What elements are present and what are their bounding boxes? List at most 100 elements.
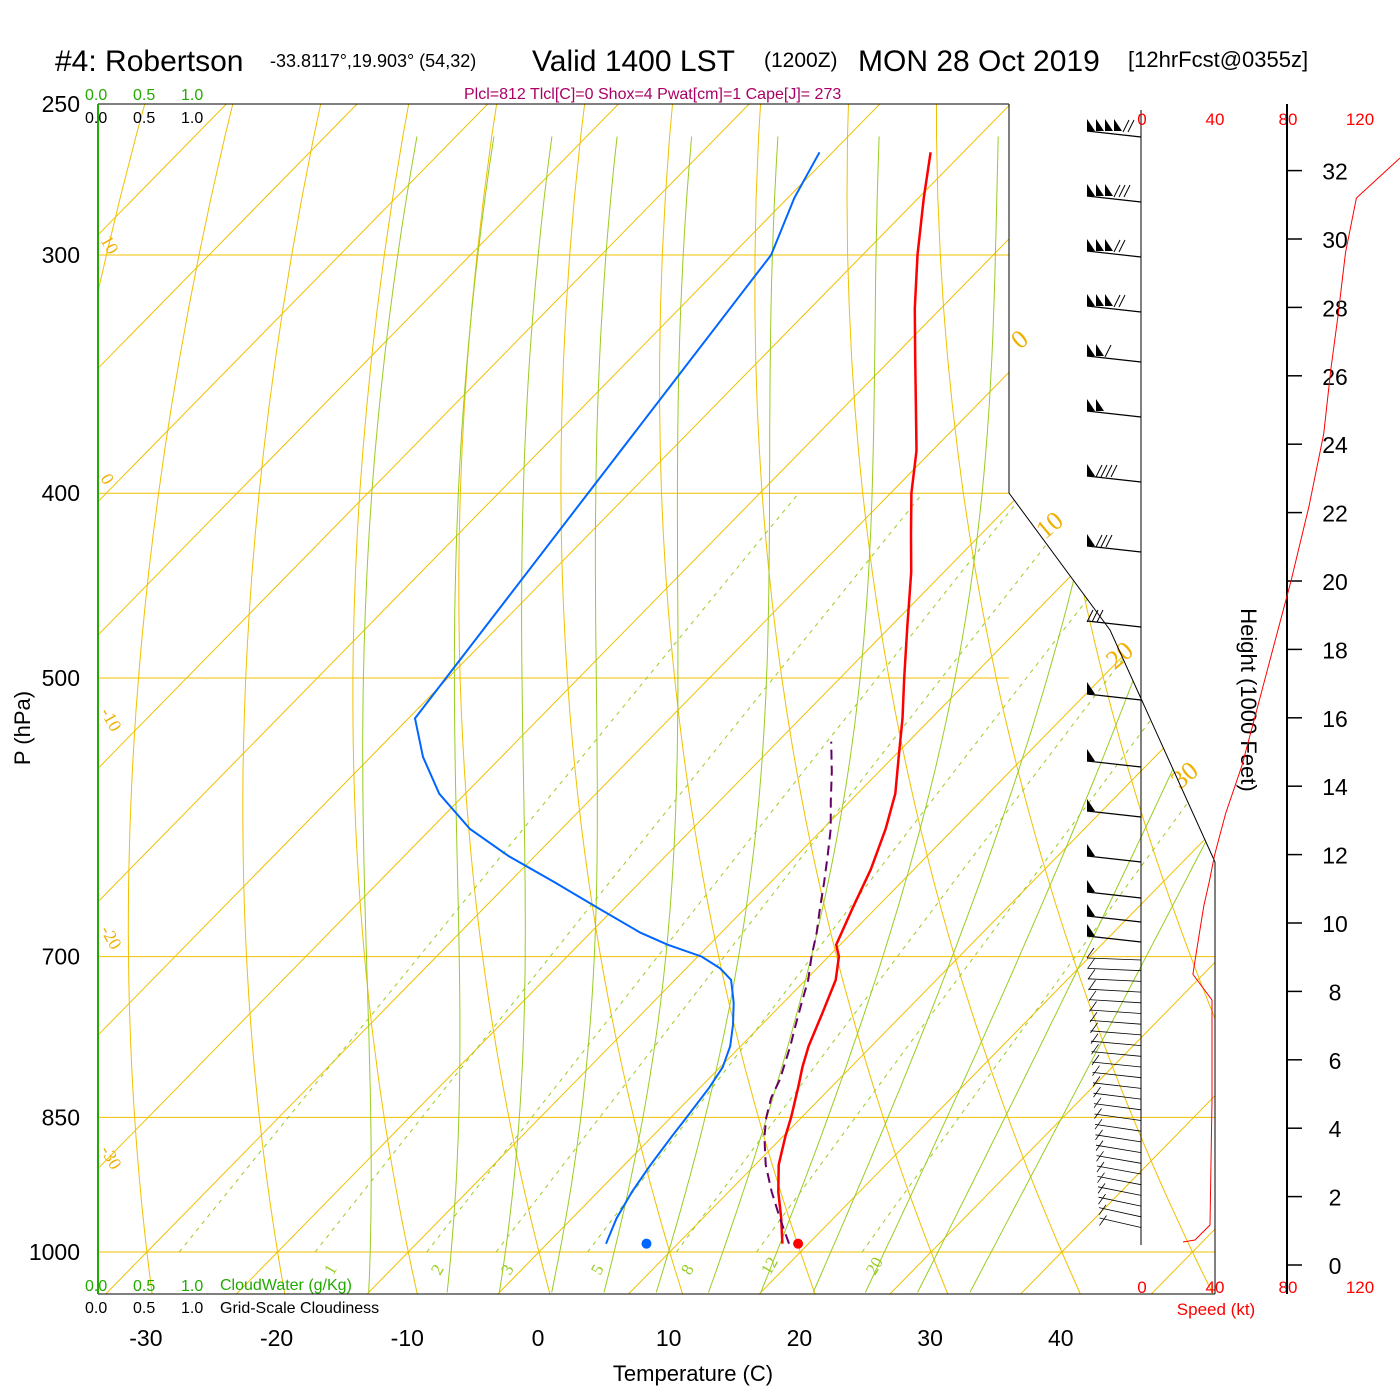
wind-feather-2-0	[1113, 239, 1121, 253]
wind-barb-low-23	[1098, 1196, 1142, 1207]
valid-date: MON 28 Oct 2019	[858, 45, 1100, 78]
wind-flag-0-2	[1105, 119, 1113, 131]
wind-barbs	[1086, 110, 1142, 1245]
isotherm-label-0: 10	[97, 232, 123, 258]
wind-barb-9	[1086, 693, 1142, 701]
wind-flag-2-1	[1096, 239, 1104, 251]
wind-feather-low-25	[1099, 1215, 1107, 1226]
wind-barb-low-24	[1098, 1207, 1142, 1218]
pressure-axis: 250 300 400 500 700 850 1000	[29, 91, 80, 1265]
moist-adiabat--4	[446, 136, 495, 1293]
dry-adiabat-10	[560, 104, 685, 1294]
dry-adiabat--30	[127, 104, 242, 1294]
wind-barb-14	[1086, 915, 1142, 923]
wind-feather-1-2	[1123, 184, 1131, 198]
moist-adiabat-0	[498, 136, 553, 1293]
zulu-time: (1200Z)	[764, 49, 838, 72]
moist-adiabat-4	[551, 136, 618, 1293]
isotherm-30	[883, 104, 1215, 1294]
isotherm--60	[98, 104, 914, 1294]
mixing-ratio-label-5: 5	[587, 1261, 608, 1278]
height-tick-14: 14	[1322, 774, 1348, 800]
cloud-scale-bottom: 0.0 0.5 1.0 CloudWater (g/Kg) 0.0 0.5 1.…	[85, 1277, 379, 1317]
height-tick-10: 10	[1322, 911, 1348, 937]
speed-axis-label: Speed (kt)	[1177, 1300, 1255, 1319]
wind-feather-low-10	[1091, 1054, 1100, 1066]
wind-feather-7-1	[1100, 534, 1108, 548]
wind-flag-0-3	[1114, 119, 1122, 131]
speed-top-0: 0	[1137, 110, 1146, 129]
pressure-tick-1000: 1000	[29, 1239, 80, 1265]
height-tick-28: 28	[1322, 295, 1348, 321]
cloudiness-label: Grid-Scale Cloudiness	[220, 1300, 379, 1317]
temp-tick--30: -30	[129, 1325, 162, 1351]
wind-barb-2	[1086, 250, 1142, 258]
wind-feather-low-24	[1098, 1204, 1107, 1216]
cloud-top-black-2: 1.0	[181, 110, 203, 127]
wind-feather-6-2	[1105, 464, 1113, 478]
isotherm--20	[229, 104, 1215, 1294]
wind-feather-6-0	[1095, 464, 1103, 478]
moist-adiabat-36	[969, 136, 1215, 1293]
cloud-top-black-1: 0.5	[133, 110, 155, 127]
isotherm-label-2: -10	[97, 704, 126, 735]
isotherm-label-1: 0	[97, 470, 119, 488]
speed-top-120: 120	[1346, 110, 1374, 129]
dry-adiabat--10	[352, 104, 420, 1294]
wind-barb-low-13	[1093, 1092, 1142, 1100]
wind-feather-low-9	[1091, 1044, 1099, 1055]
cloud-top-green-1: 0.5	[133, 87, 155, 104]
wind-barb-low-16	[1094, 1124, 1142, 1132]
isobars	[98, 103, 1215, 1253]
surface-temperature-marker	[793, 1238, 804, 1249]
temp-tick-0: 0	[532, 1325, 545, 1351]
mixing-ratio-label-1: 1	[320, 1261, 341, 1278]
wind-feather-8-0	[1086, 609, 1094, 623]
wind-barb-low-15	[1094, 1113, 1142, 1121]
wind-barb-0	[1086, 130, 1142, 138]
dry-adiabat-100	[1371, 70, 1400, 1300]
pressure-tick-850: 850	[42, 1104, 80, 1130]
cloud-bottom-green-2: 1.0	[181, 1278, 203, 1295]
wind-feather-8-2	[1096, 609, 1104, 623]
wind-barb-low-22	[1097, 1186, 1142, 1196]
wind-feather-low-6	[1089, 1011, 1098, 1023]
wind-flag-5-1	[1096, 399, 1104, 411]
wind-flag-2-0	[1087, 239, 1095, 251]
isotherm-0	[491, 104, 1215, 1294]
wind-feather-low-13	[1093, 1086, 1101, 1098]
wind-flag-3-0	[1087, 294, 1095, 306]
mixing-ratio-1	[314, 492, 924, 1253]
pressure-tick-400: 400	[42, 480, 80, 506]
dry-adiabat-40	[846, 104, 1084, 1294]
cloud-top-green-0: 0.0	[85, 87, 107, 104]
isotherm-label-3: -20	[97, 922, 126, 953]
mixing-ratio-label-20: 20	[862, 1254, 887, 1278]
wind-barb-8	[1086, 620, 1142, 628]
mixing-ratio-20	[861, 492, 1215, 1253]
wind-feather-4-0	[1104, 344, 1112, 358]
wind-barb-low-5	[1089, 1009, 1142, 1014]
wind-barb-low-2	[1087, 978, 1142, 982]
wind-feather-low-20	[1096, 1161, 1105, 1173]
speed-bottom-120: 120	[1346, 1278, 1374, 1297]
mixing-ratio-label-8: 8	[677, 1261, 698, 1278]
temp-tick-40: 40	[1048, 1325, 1074, 1351]
wind-barb-low-10	[1091, 1061, 1142, 1068]
height-tick-18: 18	[1322, 637, 1348, 663]
wind-barb-low-3	[1088, 988, 1142, 993]
wind-barb-low-9	[1091, 1051, 1142, 1057]
speed-axis: 0 40 80 120 0 40 80 120 Speed (kt)	[1137, 110, 1374, 1319]
mixing-ratio-0.4	[178, 492, 800, 1253]
wind-flag-12-0	[1087, 844, 1095, 856]
height-tick-16: 16	[1322, 706, 1348, 732]
dry-adiabat-0	[458, 104, 553, 1294]
height-axis-label: Height (1000 Feet)	[1236, 608, 1261, 791]
mixing-ratio-12	[756, 492, 1215, 1253]
wind-flag-1-0	[1087, 184, 1095, 196]
wind-barb-7	[1086, 545, 1142, 553]
dry-adiabat-50	[936, 104, 1215, 1294]
mixing-ratio-lines	[178, 492, 1215, 1253]
